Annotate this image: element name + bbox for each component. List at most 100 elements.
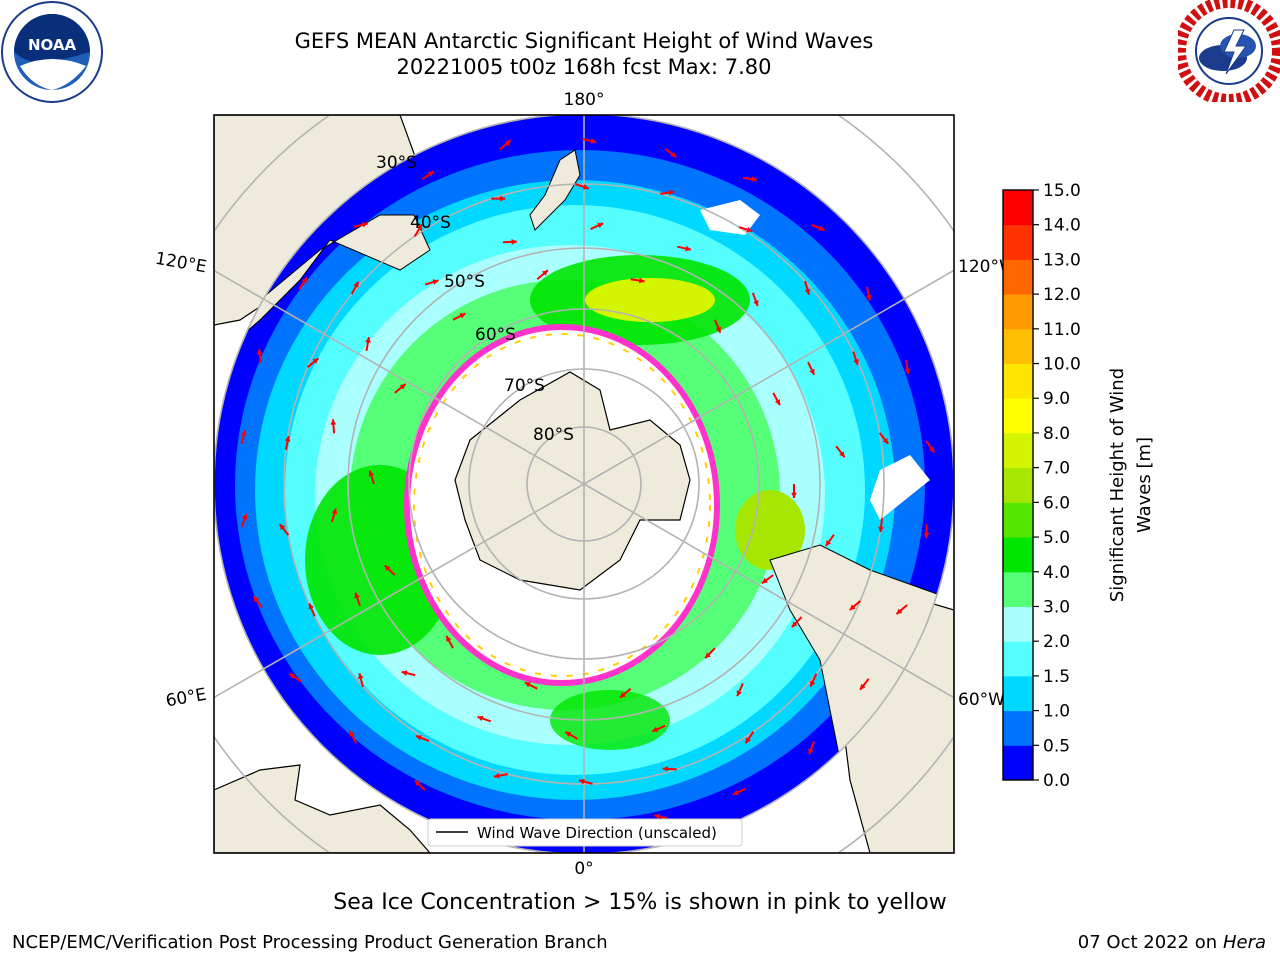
wave-direction-arrowhead	[279, 524, 286, 531]
wave-direction-arrowhead	[619, 692, 626, 698]
wave-direction-arrowhead	[579, 778, 585, 785]
colorbar-tick-label: 1.0	[1043, 702, 1070, 722]
wave-direction-arrowhead	[804, 288, 811, 295]
colorbar-swatch	[1003, 398, 1033, 434]
lon-label-60w: 60°W	[958, 690, 1005, 710]
wave-direction-arrowhead	[427, 171, 434, 177]
sea-ice-caption: Sea Ice Concentration > 15% is shown in …	[333, 890, 947, 915]
wave-direction-arrowhead	[597, 222, 604, 229]
colorbar-tick-label: 0.5	[1043, 736, 1070, 756]
colorbar-tick-label: 6.0	[1043, 493, 1070, 513]
colorbar-label-line2: Waves [m]	[1134, 437, 1155, 533]
wave-direction-arrowhead	[825, 540, 832, 547]
colorbar-swatch	[1003, 432, 1033, 469]
colorbar-swatch	[1003, 675, 1033, 712]
wave-direction-arrowhead	[654, 813, 661, 820]
wave-direction-arrowhead	[301, 277, 307, 284]
colorbar-swatch	[1003, 641, 1033, 677]
nws-logo-icon	[1178, 0, 1280, 102]
wave-direction-arrowhead	[809, 368, 815, 375]
colorbar-swatch	[1003, 294, 1033, 330]
colorbar-border	[1002, 189, 1034, 781]
wave-direction-arrowhead	[582, 184, 589, 190]
wave-direction-arrowhead	[904, 368, 911, 375]
colorbar-tick-label: 1.5	[1043, 667, 1070, 687]
africa-land	[214, 764, 431, 853]
wave-direction-arrowhead	[511, 238, 517, 245]
footer-host: Hera	[1222, 932, 1266, 953]
wave-direction-arrowhead	[542, 270, 548, 276]
lon-label-180: 180°	[564, 90, 605, 110]
lat-label-40s: 40°S	[410, 213, 451, 233]
colorbar-tick-label: 4.0	[1043, 563, 1070, 583]
lat-label-70s: 70°S	[504, 376, 545, 396]
wave-direction-arrowhead	[459, 313, 466, 319]
wave-direction-arrowhead	[253, 596, 260, 603]
wave-direction-arrowhead	[493, 772, 500, 779]
wave-direction-arrowhead	[308, 603, 314, 610]
wave-direction-arrowhead	[745, 737, 751, 744]
wave-direction-arrowhead	[289, 673, 296, 679]
wave-direction-arrowhead	[761, 577, 768, 584]
wave-direction-arrowhead	[240, 430, 247, 437]
colorbar-swatch	[1003, 537, 1033, 573]
lon-label-120e: 120°E	[154, 249, 208, 278]
wave-direction-arrowhead	[432, 279, 439, 285]
colorbar-tick-label: 10.0	[1043, 355, 1081, 375]
colorbar-swatch	[1003, 259, 1033, 295]
colorbar-swatch	[1003, 363, 1033, 399]
wave-direction-arrowhead	[839, 451, 845, 458]
wave-direction-arrowhead	[504, 140, 511, 146]
wave-direction-arrowhead	[353, 281, 359, 288]
colorbar-swatch	[1003, 571, 1033, 607]
footer-date: 07 Oct 2022 on Hera	[1078, 932, 1266, 953]
map-border	[213, 114, 955, 854]
wave-direction-arrowhead	[685, 245, 691, 252]
wave-direction-arrowhead	[399, 383, 406, 390]
wave-direction-arrowhead	[853, 359, 859, 365]
wave-direction-arrowhead	[882, 437, 889, 444]
colorbar-tick-label: 5.0	[1043, 528, 1070, 548]
colorbar-label-line1: Significant Height of Wind	[1107, 368, 1128, 602]
wave-direction-arrowhead	[414, 780, 421, 787]
wave-direction-arrowhead	[860, 683, 866, 690]
wave-direction-arrowhead	[365, 337, 371, 343]
wave-direction-arrowhead	[256, 349, 263, 355]
colorbar-tick-label: 15.0	[1043, 181, 1081, 201]
footer-branch: NCEP/EMC/Verification Post Processing Pr…	[12, 932, 608, 953]
wave-direction-arrowhead	[416, 224, 422, 231]
footer-date-text: 07 Oct 2022 on	[1077, 932, 1223, 953]
wave-direction-arrowhead	[818, 225, 825, 231]
lat-label-60s: 60°S	[475, 325, 516, 345]
legend-label: Wind Wave Direction (unscaled)	[477, 824, 717, 842]
wave-direction-arrowhead	[865, 294, 872, 301]
wave-direction-arrowhead	[524, 682, 531, 688]
wave-direction-arrowhead	[791, 621, 798, 628]
wave-direction-arrowhead	[590, 138, 597, 144]
wave-direction-arrowhead	[923, 532, 930, 539]
colorbar: 0.0 0.5 1.0 1.5 2.0 3.0 4.0 5.0 6.0 7.0 8.0 9.0 10.0…	[1002, 181, 1081, 791]
lon-label-0: 0°	[574, 859, 593, 879]
wave-direction-arrowhead	[746, 226, 753, 233]
wave-direction-arrowhead	[774, 399, 780, 406]
wave-direction-arrowhead	[361, 221, 368, 228]
wave-direction-arrowhead	[753, 300, 759, 307]
wave-direction-arrowhead	[330, 419, 337, 425]
wave-direction-arrowhead	[284, 436, 291, 442]
page-title: GEFS MEAN Antarctic Significant Height o…	[294, 29, 874, 53]
colorbar-tick-label: 13.0	[1043, 250, 1081, 270]
lat-label-30s: 30°S	[376, 153, 417, 173]
wave-direction-arrowhead	[401, 670, 408, 676]
wave-direction-arrowhead	[354, 592, 360, 599]
colorbar-swatch	[1003, 710, 1033, 746]
colorbar-tick-label: 12.0	[1043, 285, 1081, 305]
wave-direction-arrowhead	[705, 652, 711, 659]
colorbar-swatch	[1003, 467, 1033, 503]
wave-direction-arrowhead	[751, 176, 757, 182]
wave-direction-arrowhead	[349, 730, 355, 737]
wave-direction-arrowhead	[312, 358, 319, 364]
noaa-logo-icon: NOAA	[1, 1, 103, 103]
